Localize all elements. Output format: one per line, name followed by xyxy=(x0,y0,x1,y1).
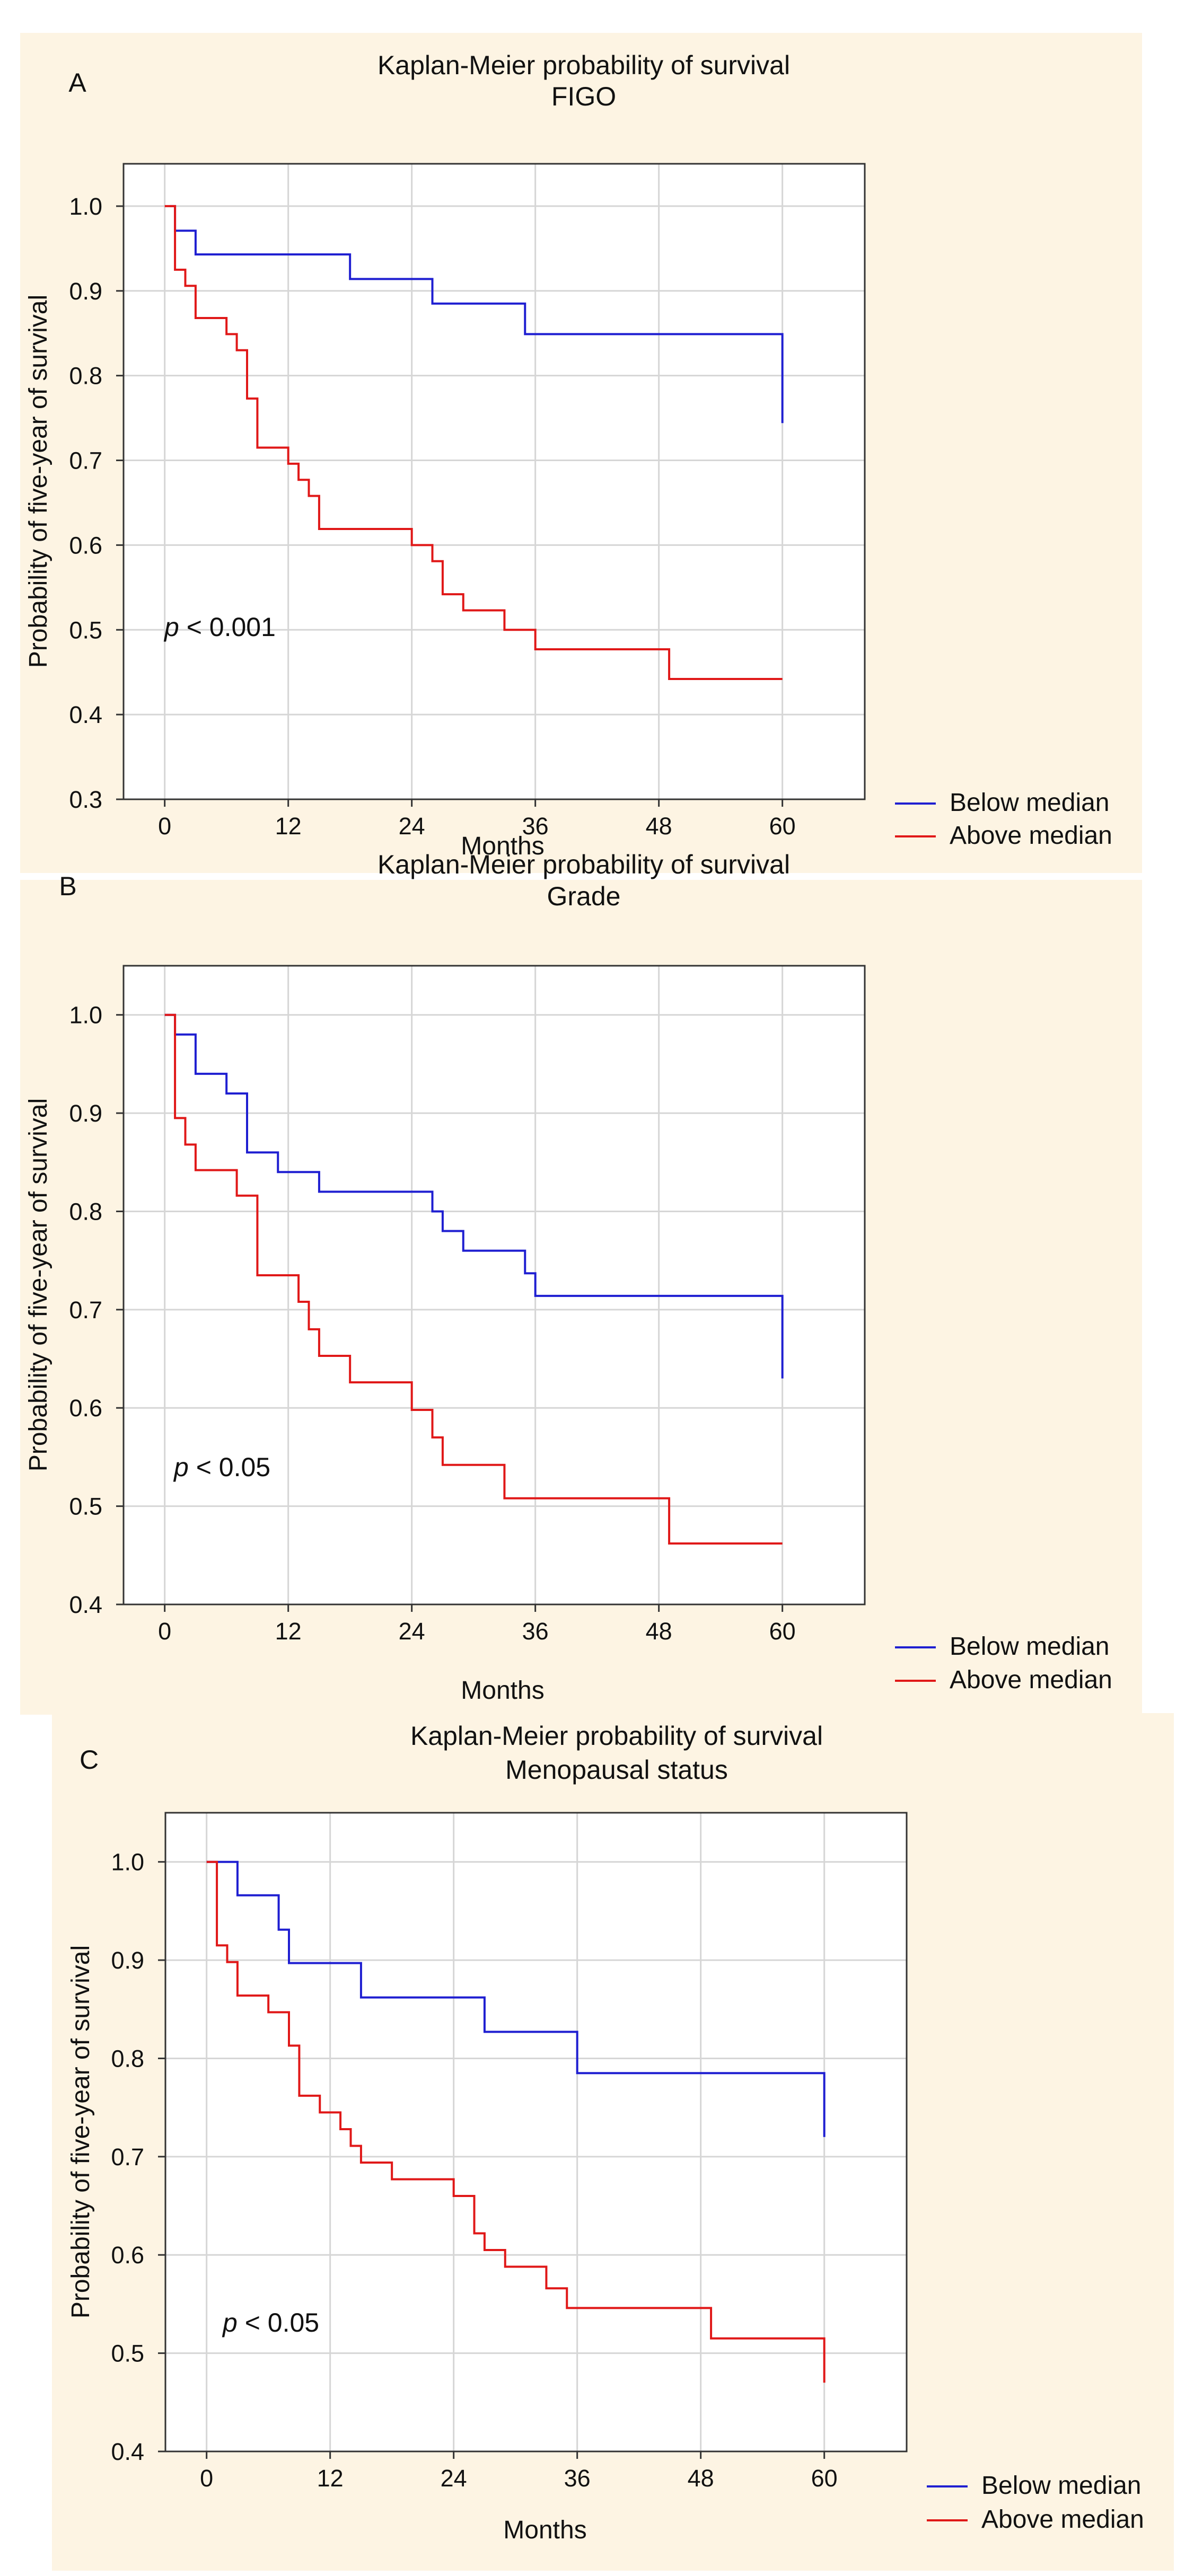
panel-letter: C xyxy=(80,1745,99,1775)
legend-label-above-median: Above median xyxy=(981,2506,1144,2534)
y-tick-label: 1.0 xyxy=(69,1002,102,1029)
y-tick-label: 0.6 xyxy=(111,2242,144,2269)
legend-label-below-median: Below median xyxy=(981,2472,1142,2500)
p-value-text: < 0.001 xyxy=(179,612,276,642)
y-tick-label: 0.8 xyxy=(69,1198,102,1225)
plot-area xyxy=(122,163,866,800)
chart-panel-a: Kaplan-Meier probability of survival FIGO… xyxy=(20,33,1142,873)
plot-area xyxy=(164,1812,908,2453)
y-tick-label: 0.5 xyxy=(69,1493,102,1520)
p-value-annotation: p < 0.05 xyxy=(222,2308,319,2337)
chart-subtitle: FIGO xyxy=(551,82,616,111)
y-tick-label: 0.8 xyxy=(111,2045,144,2072)
p-value-annotation: p < 0.001 xyxy=(163,612,276,642)
chart-c: Kaplan-Meier probability of survival Meno… xyxy=(67,1721,1144,2544)
series-below-median-line xyxy=(206,1860,826,2137)
p-value-text: < 0.05 xyxy=(238,2308,319,2337)
plot-frame xyxy=(164,1812,908,2453)
x-tick-label: 48 xyxy=(646,1618,672,1645)
p-value-text: < 0.05 xyxy=(189,1452,270,1482)
x-tick-label: 60 xyxy=(811,2465,838,2492)
legend-label-above-median: Above median xyxy=(950,1666,1112,1694)
y-tick-label: 0.6 xyxy=(69,532,102,559)
x-axis-label: Months xyxy=(461,832,544,860)
p-value-annotation: p < 0.05 xyxy=(173,1452,270,1482)
y-tick-label: 0.9 xyxy=(111,1947,144,1974)
y-tick-label: 0.9 xyxy=(69,1100,102,1127)
x-tick-label: 0 xyxy=(158,1618,171,1645)
chart-panel-c: Kaplan-Meier probability of survival Meno… xyxy=(52,1713,1174,2571)
x-tick-label: 0 xyxy=(158,813,171,840)
y-axis-label: Probability of five-year of survival xyxy=(24,295,52,668)
plot-frame xyxy=(122,965,866,1605)
legend-label-below-median: Below median xyxy=(950,789,1110,817)
y-axis-label: Probability of five-year of survival xyxy=(67,1945,95,2318)
y-tick-label: 0.5 xyxy=(111,2340,144,2367)
x-tick-label: 48 xyxy=(688,2465,714,2492)
y-tick-label: 0.7 xyxy=(69,1296,102,1324)
x-tick-label: 24 xyxy=(399,1618,425,1645)
x-tick-label: 48 xyxy=(646,813,672,840)
chart-title: Kaplan-Meier probability of survival xyxy=(377,850,790,879)
p-value-symbol: p xyxy=(163,612,179,642)
x-tick-label: 60 xyxy=(769,813,796,840)
legend-label-below-median: Below median xyxy=(950,1633,1110,1661)
x-tick-label: 12 xyxy=(317,2465,344,2492)
y-tick-label: 0.7 xyxy=(111,2143,144,2171)
x-tick-label: 0 xyxy=(200,2465,213,2492)
x-tick-label: 60 xyxy=(769,1618,796,1645)
y-tick-label: 0.3 xyxy=(69,786,102,813)
y-axis-label: Probability of five-year of survival xyxy=(24,1098,52,1471)
chart-b: Kaplan-Meier probability of survivalGrad… xyxy=(24,850,1112,1705)
x-tick-label: 36 xyxy=(564,2465,591,2492)
series-above-median-line xyxy=(164,205,783,680)
x-tick-label: 36 xyxy=(522,1618,549,1645)
x-tick-label: 24 xyxy=(399,813,425,840)
x-tick-label: 24 xyxy=(441,2465,467,2492)
chart-title: Kaplan-Meier probability of survival xyxy=(410,1721,823,1751)
p-value-symbol: p xyxy=(173,1452,189,1482)
chart-title: Kaplan-Meier probability of survival xyxy=(377,50,790,80)
chart-a: Kaplan-Meier probability of survivalFIGO… xyxy=(24,50,1112,860)
y-tick-label: 0.6 xyxy=(69,1395,102,1422)
plot-frame xyxy=(122,163,866,800)
y-tick-label: 0.4 xyxy=(69,701,102,728)
series-above-median-line xyxy=(164,1013,783,1545)
y-tick-label: 0.7 xyxy=(69,447,102,474)
plot-area xyxy=(122,965,866,1605)
series-above-median-line xyxy=(206,1860,826,2383)
legend-label-above-median: Above median xyxy=(950,822,1112,850)
y-tick-label: 0.9 xyxy=(69,278,102,305)
y-tick-label: 1.0 xyxy=(111,1849,144,1876)
x-tick-label: 12 xyxy=(275,813,302,840)
panel-letter: B xyxy=(59,871,76,901)
chart-subtitle: Grade xyxy=(547,881,621,911)
p-value-symbol: p xyxy=(222,2308,238,2337)
x-axis-label: Months xyxy=(503,2516,586,2544)
y-tick-label: 0.5 xyxy=(69,616,102,643)
y-tick-label: 0.4 xyxy=(69,1591,102,1618)
x-axis-label: Months xyxy=(461,1677,544,1705)
series-below-median-line xyxy=(164,1013,784,1379)
chart-subtitle: Menopausal status xyxy=(505,1755,728,1785)
y-tick-label: 0.4 xyxy=(111,2438,144,2465)
y-tick-label: 0.8 xyxy=(69,363,102,390)
x-tick-label: 36 xyxy=(522,813,549,840)
chart-panel-b: Kaplan-Meier probability of survival Grad… xyxy=(20,850,1142,1715)
y-tick-label: 1.0 xyxy=(69,193,102,220)
panel-letter: A xyxy=(68,68,86,98)
x-tick-label: 12 xyxy=(275,1618,302,1645)
